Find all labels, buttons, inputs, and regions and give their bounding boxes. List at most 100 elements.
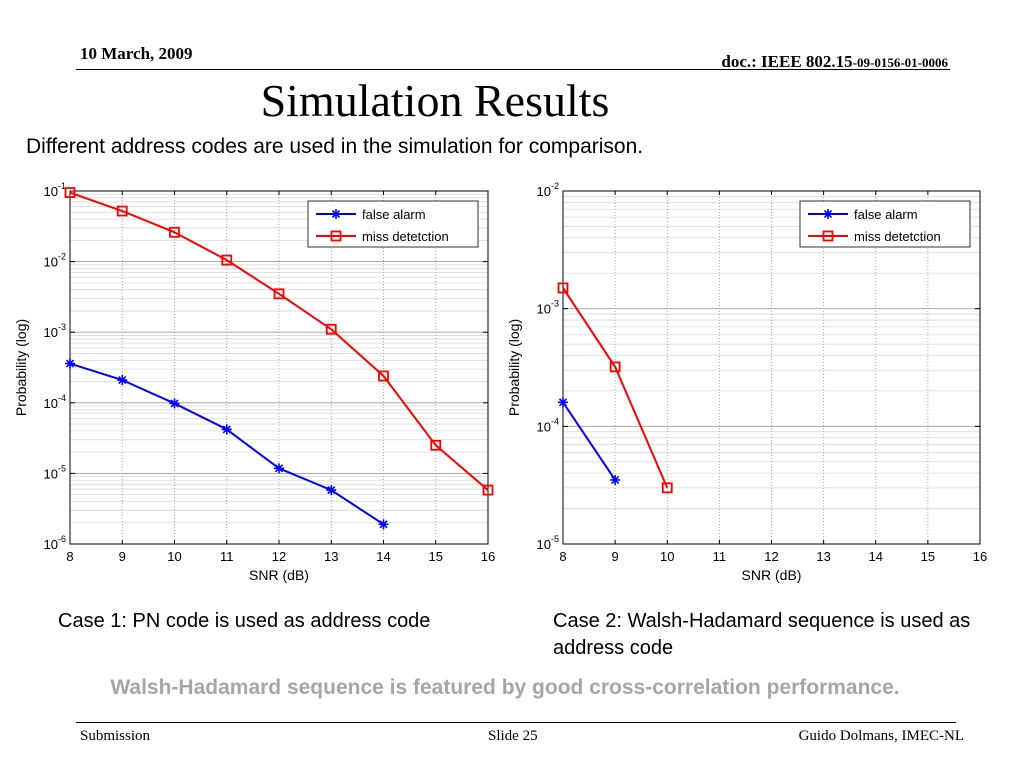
legend-label: miss detetction xyxy=(362,229,449,244)
slide-subtitle: Different address codes are used in the … xyxy=(26,135,644,158)
star-stroke xyxy=(611,475,620,485)
legend-label: miss detetction xyxy=(854,229,941,244)
data-point-star xyxy=(221,424,232,435)
chart-case-2: 8 9 10 11 12 13 14 15 16 10-5 10-4 10-3 10-2 SNR (dB)… xyxy=(506,181,987,583)
star-stroke xyxy=(65,359,75,368)
y-tick-exponent: -3 xyxy=(58,322,66,332)
series-line xyxy=(69,191,489,491)
data-point-square xyxy=(64,187,76,198)
x-tick-label: 9 xyxy=(612,549,619,564)
star-stroke xyxy=(170,399,179,408)
doc-id-suffix: -09-0156-01-0006 xyxy=(852,55,948,70)
data-point-star xyxy=(274,463,284,474)
y-tick-exponent: -2 xyxy=(58,252,66,262)
series-line xyxy=(562,401,616,481)
y-tick-exponent: -4 xyxy=(58,393,66,403)
data-point-square xyxy=(609,361,621,373)
y-tick-exponent: -5 xyxy=(551,534,559,544)
x-tick-label: 15 xyxy=(921,549,935,564)
footer-author: Guido Dolmans, IMEC-NL xyxy=(798,728,964,744)
star-stroke xyxy=(222,425,231,434)
data-point-star xyxy=(378,519,389,530)
x-tick-label: 13 xyxy=(324,549,338,564)
slide-title: Simulation Results xyxy=(260,75,610,126)
x-tick-label: 11 xyxy=(220,549,234,564)
data-point-square xyxy=(116,205,128,217)
header-divider xyxy=(76,69,950,70)
x-tick-label: 10 xyxy=(167,549,181,564)
caption-case-2: Case 2: Walsh-Hadamard sequence is used … xyxy=(553,610,971,659)
legend-label: false alarm xyxy=(362,207,426,222)
caption-case-1: Case 1: PN code is used as address code xyxy=(58,610,431,632)
star-stroke xyxy=(558,398,568,407)
y-tick-label: 10-5 xyxy=(44,463,66,481)
y-tick-label: 10-6 xyxy=(44,534,66,552)
y-tick-label: 10-2 xyxy=(44,252,66,270)
data-point-square xyxy=(221,254,233,266)
x-tick-label: 15 xyxy=(429,549,443,564)
x-tick-label: 9 xyxy=(119,549,126,564)
data-point-square xyxy=(273,288,285,300)
y-tick-exponent: -6 xyxy=(58,534,66,544)
x-tick-label: 12 xyxy=(272,549,286,564)
header-doc-id: doc.: IEEE 802.15-09-0156-01-0006 xyxy=(721,52,948,72)
header-date: 10 March, 2009 xyxy=(80,44,193,63)
data-point-star xyxy=(558,397,568,408)
x-tick-label: 8 xyxy=(559,549,566,564)
y-tick-label: 10-4 xyxy=(44,393,66,411)
y-tick-label: 10-3 xyxy=(537,299,559,317)
x-tick-label: 8 xyxy=(66,549,73,564)
legend-box xyxy=(799,200,971,248)
data-point-square xyxy=(557,282,569,294)
star-stroke xyxy=(118,375,127,385)
y-tick-label: 10-4 xyxy=(537,416,559,434)
data-point-square xyxy=(169,226,180,238)
data-point-square xyxy=(822,230,834,242)
data-point-star xyxy=(65,358,75,369)
data-point-square xyxy=(325,323,337,335)
x-tick-label: 10 xyxy=(660,549,674,564)
x-tick-label: 13 xyxy=(816,549,830,564)
x-tick-label: 14 xyxy=(376,549,390,564)
data-point-star xyxy=(169,398,180,409)
data-point-star xyxy=(326,485,337,496)
data-point-square xyxy=(378,370,389,382)
y-tick-label: 10-2 xyxy=(537,181,559,199)
y-tick-exponent: -5 xyxy=(58,463,66,473)
data-point-square xyxy=(430,439,442,451)
star-stroke xyxy=(823,209,833,219)
y-tick-label: 10-1 xyxy=(44,181,66,199)
highlight-statement: Walsh-Hadamard sequence is featured by g… xyxy=(110,676,900,699)
data-point-star xyxy=(823,209,833,219)
x-tick-label: 11 xyxy=(713,549,727,564)
star-stroke xyxy=(331,209,341,219)
footer-submission: Submission xyxy=(80,728,151,744)
x-tick-label: 14 xyxy=(869,549,883,564)
y-tick-exponent: -3 xyxy=(551,299,559,309)
y-tick-exponent: -2 xyxy=(551,181,559,191)
doc-id-prefix: doc.: IEEE 802.15 xyxy=(721,52,853,71)
x-tick-label: 16 xyxy=(481,549,495,564)
star-stroke xyxy=(274,464,284,473)
data-point-star xyxy=(610,474,621,485)
star-stroke xyxy=(327,486,336,495)
x-axis-label: SNR (dB) xyxy=(249,567,309,583)
y-axis-label: Probability (log) xyxy=(13,319,29,416)
data-point-star xyxy=(117,375,128,386)
x-axis-label: SNR (dB) xyxy=(742,567,802,583)
y-tick-exponent: -1 xyxy=(58,181,66,191)
data-point-square xyxy=(330,230,342,242)
y-tick-label: 10-3 xyxy=(44,322,66,340)
data-point-square xyxy=(661,482,673,494)
y-tick-label: 10-5 xyxy=(537,534,559,552)
footer-slide-number: Slide 25 xyxy=(488,728,538,744)
legend-label: false alarm xyxy=(854,207,918,222)
series-line xyxy=(562,287,669,489)
chart-case-1: 8 9 10 11 12 13 14 15 16 10-6 10-5 10-4 10-3 10-2 10-1… xyxy=(13,181,495,583)
legend-box xyxy=(307,200,479,248)
y-axis-label: Probability (log) xyxy=(506,319,522,416)
star-stroke xyxy=(379,520,388,529)
x-tick-label: 16 xyxy=(973,549,987,564)
x-tick-label: 12 xyxy=(764,549,778,564)
data-point-star xyxy=(331,209,341,219)
